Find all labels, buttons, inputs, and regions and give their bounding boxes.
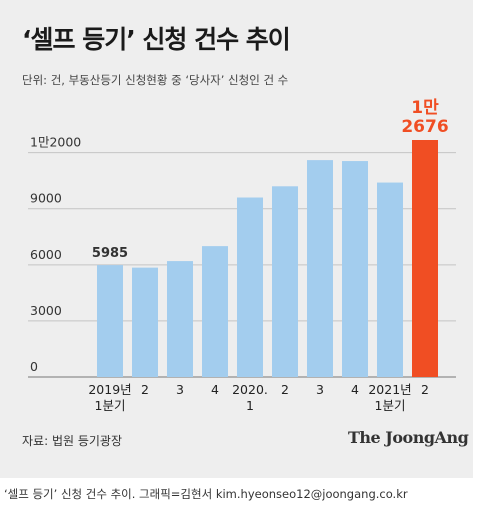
y-tick-label: 9000 <box>30 191 62 206</box>
data-label: 5985 <box>92 246 128 261</box>
y-tick-label: 1만2000 <box>30 135 81 150</box>
bar <box>272 186 298 377</box>
data-label: 1만 <box>411 98 439 118</box>
image-caption: ‘셀프 등기’ 신청 건수 추이. 그래픽=김현서 kim.hyeonseo12… <box>4 487 408 501</box>
x-tick-label: 2 <box>141 382 149 397</box>
x-tick-label: 2021년 <box>368 382 411 397</box>
x-tick-label: 2020. <box>232 382 268 397</box>
chart-card: ‘셀프 등기’ 신청 건수 추이 단위: 건, 부동산등기 신청현황 중 ‘당사… <box>0 0 473 478</box>
bar <box>202 246 228 377</box>
x-tick-label: 1 <box>246 398 254 413</box>
y-tick-label: 6000 <box>30 247 62 262</box>
unit-note: 단위: 건, 부동산등기 신청현황 중 ‘당사자’ 신청인 건 수 <box>22 73 289 87</box>
bar <box>237 197 263 377</box>
publisher-logo: The JoongAng <box>348 428 469 447</box>
bar <box>377 182 403 377</box>
x-tick-label: 2019년 <box>88 382 131 397</box>
x-tick-label: 4 <box>211 382 219 397</box>
bar <box>307 160 333 377</box>
x-tick-label: 2 <box>281 382 289 397</box>
data-label: 2676 <box>401 117 448 137</box>
bar <box>412 140 438 377</box>
bar <box>97 265 123 377</box>
source-note: 자료: 법원 등기광장 <box>22 434 122 448</box>
x-tick-label: 1분기 <box>95 398 126 413</box>
x-tick-label: 3 <box>316 382 324 397</box>
x-tick-label: 2 <box>421 382 429 397</box>
y-tick-label: 3000 <box>30 303 62 318</box>
chart-title: ‘셀프 등기’ 신청 건수 추이 <box>22 25 291 54</box>
bar <box>167 261 193 377</box>
y-tick-label: 0 <box>30 359 38 374</box>
bar <box>132 267 158 377</box>
bar <box>342 161 368 377</box>
x-tick-label: 4 <box>351 382 359 397</box>
x-tick-label: 1분기 <box>375 398 406 413</box>
x-tick-label: 3 <box>176 382 184 397</box>
